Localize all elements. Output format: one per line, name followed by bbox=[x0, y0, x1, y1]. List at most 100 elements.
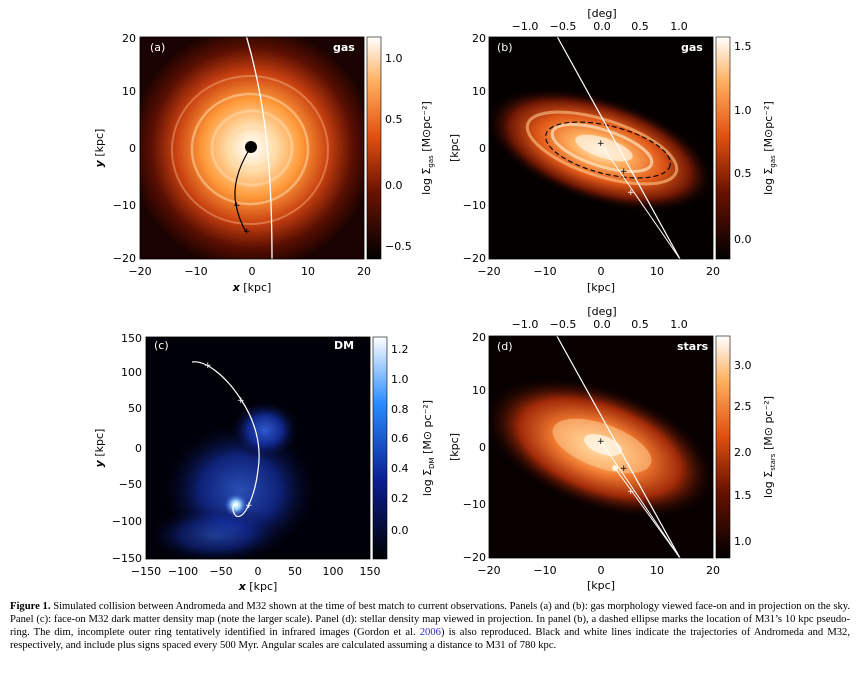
plus-marker: + bbox=[627, 188, 635, 198]
x-tick-label: 0 bbox=[255, 565, 262, 578]
panel-d-frame bbox=[488, 335, 714, 559]
panel-a-colorbar bbox=[366, 36, 382, 260]
deg-tick-label: 0.0 bbox=[593, 318, 611, 331]
plus-marker: + bbox=[243, 227, 251, 237]
y-tick-label: 20 bbox=[472, 331, 486, 344]
y-tick-label: −10 bbox=[463, 199, 486, 212]
panel-a-core bbox=[245, 141, 257, 153]
deg-tick-label: 0.0 bbox=[593, 20, 611, 33]
plus-marker: + bbox=[245, 501, 253, 511]
cbar-tick-label: 3.0 bbox=[734, 359, 752, 372]
x-tick-label: 0 bbox=[598, 265, 605, 278]
panel-c-xlabel: x [kpc] bbox=[238, 580, 278, 593]
plus-marker: + bbox=[620, 167, 628, 177]
y-tick-label: −20 bbox=[463, 551, 486, 564]
cbar-tick-label: 1.5 bbox=[734, 489, 752, 502]
panel-b-image bbox=[489, 37, 713, 259]
cbar-tick-label: 0.0 bbox=[391, 524, 409, 537]
plus-marker: + bbox=[627, 487, 635, 497]
panel-b-xlabel: [kpc] bbox=[587, 281, 615, 294]
panel-a: + + (a) gas −20 −10 0 10 20 20 10 0 −10 … bbox=[93, 32, 435, 294]
caption-lead: Figure 1. bbox=[10, 601, 51, 612]
citation-link[interactable]: 2006 bbox=[419, 627, 441, 638]
x-tick-label: 150 bbox=[360, 565, 381, 578]
panel-c-letter: (c) bbox=[154, 339, 169, 352]
panel-d-ylabel: [kpc] bbox=[448, 433, 461, 461]
x-tick-label: 10 bbox=[301, 265, 315, 278]
deg-tick-label: −1.0 bbox=[512, 318, 539, 331]
panel-b-cbar-ticks: 1.5 1.0 0.5 0.0 bbox=[734, 40, 752, 246]
x-tick-label: 20 bbox=[357, 265, 371, 278]
panel-a-rings bbox=[171, 75, 329, 225]
panel-d-image bbox=[489, 336, 713, 558]
panel-a-letter: (a) bbox=[150, 41, 165, 54]
cbar-tick-label: 0.5 bbox=[734, 167, 752, 180]
panel-b-top-label: [deg] bbox=[587, 7, 616, 20]
panel-b-letter: (b) bbox=[497, 41, 513, 54]
panel-c: + + + (c) DM −150 −100 −50 0 50 100 150 … bbox=[93, 332, 436, 593]
cbar-tick-label: 1.5 bbox=[734, 40, 752, 53]
pseudo-ring-ellipse bbox=[545, 121, 671, 179]
cbar-tick-label: 2.5 bbox=[734, 400, 752, 413]
panel-a-yticks: 20 10 0 −10 −20 bbox=[113, 32, 136, 265]
x-tick-label: −10 bbox=[184, 265, 207, 278]
x-tick-label: 0 bbox=[249, 265, 256, 278]
plus-marker: + bbox=[233, 201, 241, 211]
panel-d-xticks: −20 −10 0 10 20 bbox=[477, 564, 720, 577]
panel-a-xlabel: x [kpc] bbox=[232, 281, 272, 294]
plus-marker: + bbox=[597, 437, 605, 447]
deg-tick-label: −1.0 bbox=[512, 20, 539, 33]
cbar-tick-label: 0.0 bbox=[734, 233, 752, 246]
panel-d-colorbar bbox=[715, 335, 731, 559]
y-tick-label: 0 bbox=[479, 441, 486, 454]
panel-c-frame bbox=[145, 336, 371, 560]
x-tick-label: −10 bbox=[533, 564, 556, 577]
panel-a-tag: gas bbox=[333, 41, 355, 54]
m32-trajectory-b bbox=[556, 37, 681, 259]
cbar-tick-label: −0.5 bbox=[385, 240, 412, 253]
y-tick-label: 20 bbox=[122, 32, 136, 45]
cbar-tick-label: 0.0 bbox=[385, 179, 403, 192]
panel-c-yticks: 150 100 50 0 −50 −100 −150 bbox=[112, 332, 142, 565]
x-tick-label: −20 bbox=[128, 265, 151, 278]
cbar-tick-label: 2.0 bbox=[734, 446, 752, 459]
panel-b-yticks: 20 10 0 −10 −20 bbox=[463, 32, 486, 265]
cbar-tick-label: 0.8 bbox=[391, 403, 409, 416]
y-tick-label: −10 bbox=[463, 498, 486, 511]
panel-d-xlabel: [kpc] bbox=[587, 579, 615, 592]
deg-tick-label: −0.5 bbox=[550, 20, 577, 33]
y-tick-label: 0 bbox=[135, 442, 142, 455]
m32-trajectory-d bbox=[556, 336, 681, 558]
deg-tick-label: 0.5 bbox=[631, 20, 649, 33]
x-tick-label: 50 bbox=[288, 565, 302, 578]
x-tick-label: 10 bbox=[650, 564, 664, 577]
x-tick-label: 20 bbox=[706, 564, 720, 577]
panel-c-cbar-ticks: 1.2 1.0 0.8 0.6 0.4 0.2 0.0 bbox=[391, 343, 409, 537]
y-tick-label: −20 bbox=[113, 252, 136, 265]
y-tick-label: 50 bbox=[128, 402, 142, 415]
y-tick-label: 150 bbox=[121, 332, 142, 345]
y-tick-label: −150 bbox=[112, 552, 142, 565]
x-tick-label: −50 bbox=[209, 565, 232, 578]
cbar-tick-label: 1.0 bbox=[385, 52, 403, 65]
y-tick-label: −100 bbox=[112, 515, 142, 528]
x-tick-label: −20 bbox=[477, 564, 500, 577]
panel-c-cbar-label: log ΣDM [M⊙ pc⁻²] bbox=[421, 400, 436, 496]
x-tick-label: 10 bbox=[650, 265, 664, 278]
andromeda-trajectory-a bbox=[234, 149, 250, 233]
panel-c-ylabel: y [kpc] bbox=[93, 429, 106, 468]
cbar-tick-label: 0.5 bbox=[385, 113, 403, 126]
panel-d-letter: (d) bbox=[497, 340, 513, 353]
caption-text: Simulated collision between Andromeda an… bbox=[10, 601, 850, 638]
x-tick-label: 20 bbox=[706, 265, 720, 278]
panel-a-xticks: −20 −10 0 10 20 bbox=[128, 265, 371, 278]
panel-b-topticks: −1.0 −0.5 0.0 0.5 1.0 bbox=[512, 20, 688, 33]
panel-b-ylabel: [kpc] bbox=[448, 134, 461, 162]
y-tick-label: 0 bbox=[129, 142, 136, 155]
panel-c-xticks: −150 −100 −50 0 50 100 150 bbox=[131, 565, 381, 578]
y-tick-label: −20 bbox=[463, 252, 486, 265]
panel-b-cbar-label: log Σgas [M⊙pc⁻²] bbox=[762, 101, 777, 195]
x-tick-label: 100 bbox=[323, 565, 344, 578]
cbar-tick-label: 0.4 bbox=[391, 462, 409, 475]
panel-d-cbar-ticks: 3.0 2.5 2.0 1.5 1.0 bbox=[734, 359, 752, 548]
